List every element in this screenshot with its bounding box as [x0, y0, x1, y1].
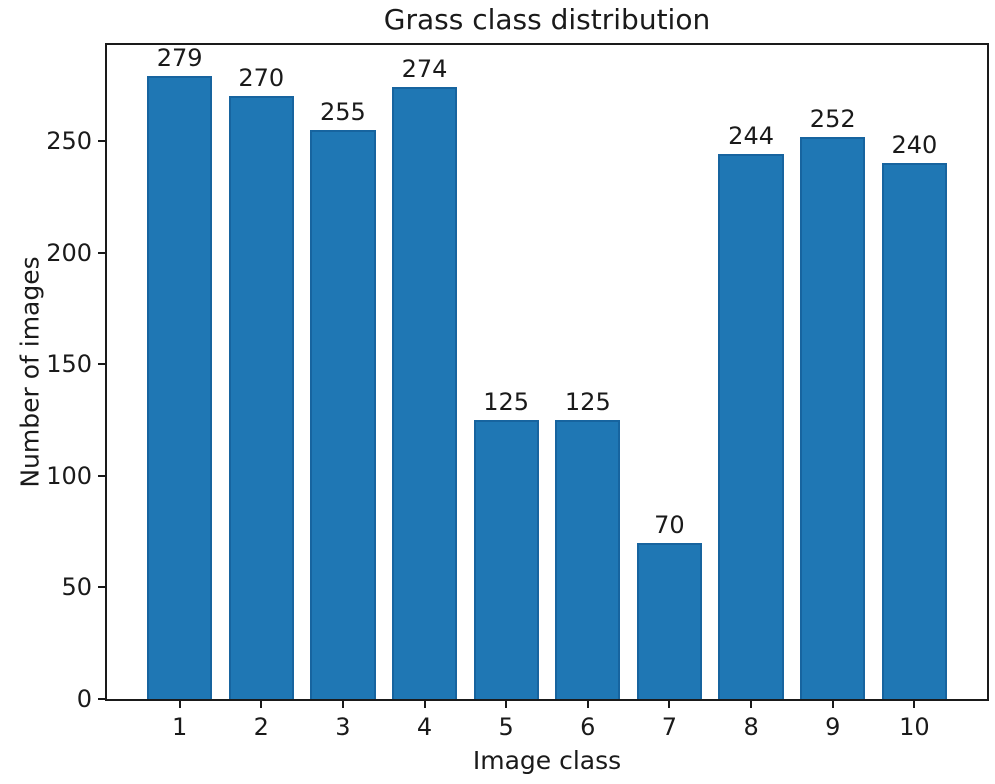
x-tick — [341, 699, 344, 708]
y-tick-label: 0 — [76, 685, 92, 713]
bar-value-label: 255 — [320, 97, 366, 126]
bar-value-label: 70 — [654, 510, 685, 539]
x-axis-label: Image class — [472, 746, 622, 775]
x-tick-label: 2 — [253, 713, 269, 741]
x-tick — [913, 699, 916, 708]
bar — [636, 542, 703, 699]
x-tick-label: 7 — [661, 713, 678, 741]
bar — [800, 136, 866, 699]
bar-value-label: 279 — [156, 44, 203, 73]
x-tick-label: 1 — [172, 713, 188, 741]
x-tick-label: 6 — [580, 713, 596, 741]
y-tick — [98, 474, 107, 477]
y-tick-label: 50 — [61, 573, 92, 602]
y-tick — [98, 363, 107, 366]
bar — [228, 96, 294, 699]
bar — [473, 420, 539, 699]
bar — [391, 87, 458, 699]
x-tick — [831, 699, 834, 708]
bar — [555, 420, 621, 699]
x-tick-label: 8 — [743, 713, 759, 741]
bar-value-label: 125 — [564, 388, 611, 416]
bar — [147, 76, 213, 699]
x-tick — [505, 699, 508, 708]
x-tick-label: 4 — [416, 713, 433, 741]
y-axis-label: Number of images — [15, 256, 45, 488]
y-tick-label: 100 — [46, 461, 92, 490]
bar-value-label: 252 — [809, 104, 856, 133]
y-tick-label: 250 — [46, 126, 92, 155]
bar-value-label: 240 — [891, 131, 938, 160]
bar — [718, 154, 784, 699]
x-tick-label: 9 — [825, 713, 841, 741]
y-tick — [98, 139, 107, 142]
bar — [310, 129, 376, 699]
bar — [881, 163, 947, 699]
x-tick-label: 3 — [335, 713, 351, 741]
bar-value-label: 270 — [238, 64, 285, 93]
y-tick-label: 150 — [46, 350, 92, 379]
x-tick — [668, 699, 671, 708]
x-tick-label: 5 — [498, 713, 514, 741]
x-tick — [586, 699, 589, 708]
y-tick — [98, 586, 107, 589]
x-tick-label: 10 — [899, 713, 930, 741]
x-tick — [178, 699, 181, 708]
x-tick — [423, 699, 426, 708]
bar-value-label: 125 — [483, 388, 530, 416]
plot-area: 279 270 255 274 125 125 70 244 252 240 0 50 100 150 2… — [46, 43, 989, 739]
y-tick — [98, 251, 107, 254]
bar-value-label: 274 — [401, 55, 448, 84]
y-tick — [98, 698, 107, 700]
bar-value-label: 244 — [728, 122, 774, 151]
y-tick-label: 200 — [46, 238, 92, 267]
x-tick — [750, 699, 753, 708]
x-tick — [260, 699, 263, 708]
chart-title: Grass class distribution — [383, 3, 711, 36]
